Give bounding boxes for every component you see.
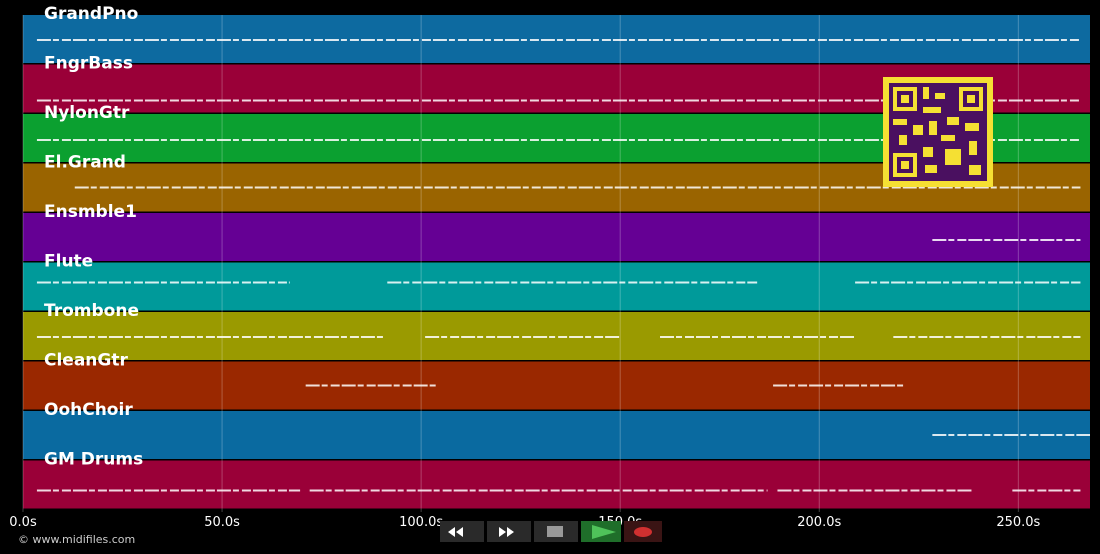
x-tick-label: 100.0s bbox=[399, 515, 443, 530]
track-name: Flute bbox=[44, 252, 93, 272]
track-name: FngrBass bbox=[44, 54, 133, 74]
rewind-button[interactable] bbox=[440, 521, 484, 542]
x-tick-label: 0.0s bbox=[9, 515, 37, 530]
record-button[interactable] bbox=[624, 521, 662, 542]
track-lane bbox=[23, 411, 1090, 459]
play-button[interactable] bbox=[581, 521, 621, 542]
qr-code bbox=[883, 77, 993, 187]
copyright: © www.midifiles.com bbox=[18, 533, 135, 546]
track-lane bbox=[23, 213, 1090, 261]
track-name: CleanGtr bbox=[44, 351, 128, 371]
track-name: NylonGtr bbox=[44, 103, 130, 123]
track-name: GrandPno bbox=[44, 4, 138, 24]
track-name: OohChoir bbox=[44, 400, 133, 420]
track-name: Trombone bbox=[44, 301, 139, 321]
forward-button[interactable] bbox=[487, 521, 531, 542]
track-lane bbox=[23, 460, 1090, 509]
grid bbox=[22, 15, 1019, 512]
transport-controls bbox=[440, 521, 662, 542]
x-tick-label: 250.0s bbox=[996, 515, 1040, 530]
track-name: El.Grand bbox=[44, 153, 126, 173]
track-name: Ensmble1 bbox=[44, 202, 137, 222]
track-name: GM Drums bbox=[44, 450, 143, 470]
x-tick-label: 50.0s bbox=[204, 515, 240, 530]
track-lane bbox=[23, 262, 1090, 311]
track-lane bbox=[23, 361, 1090, 410]
stop-button[interactable] bbox=[534, 521, 578, 542]
x-tick-label: 200.0s bbox=[797, 515, 841, 530]
